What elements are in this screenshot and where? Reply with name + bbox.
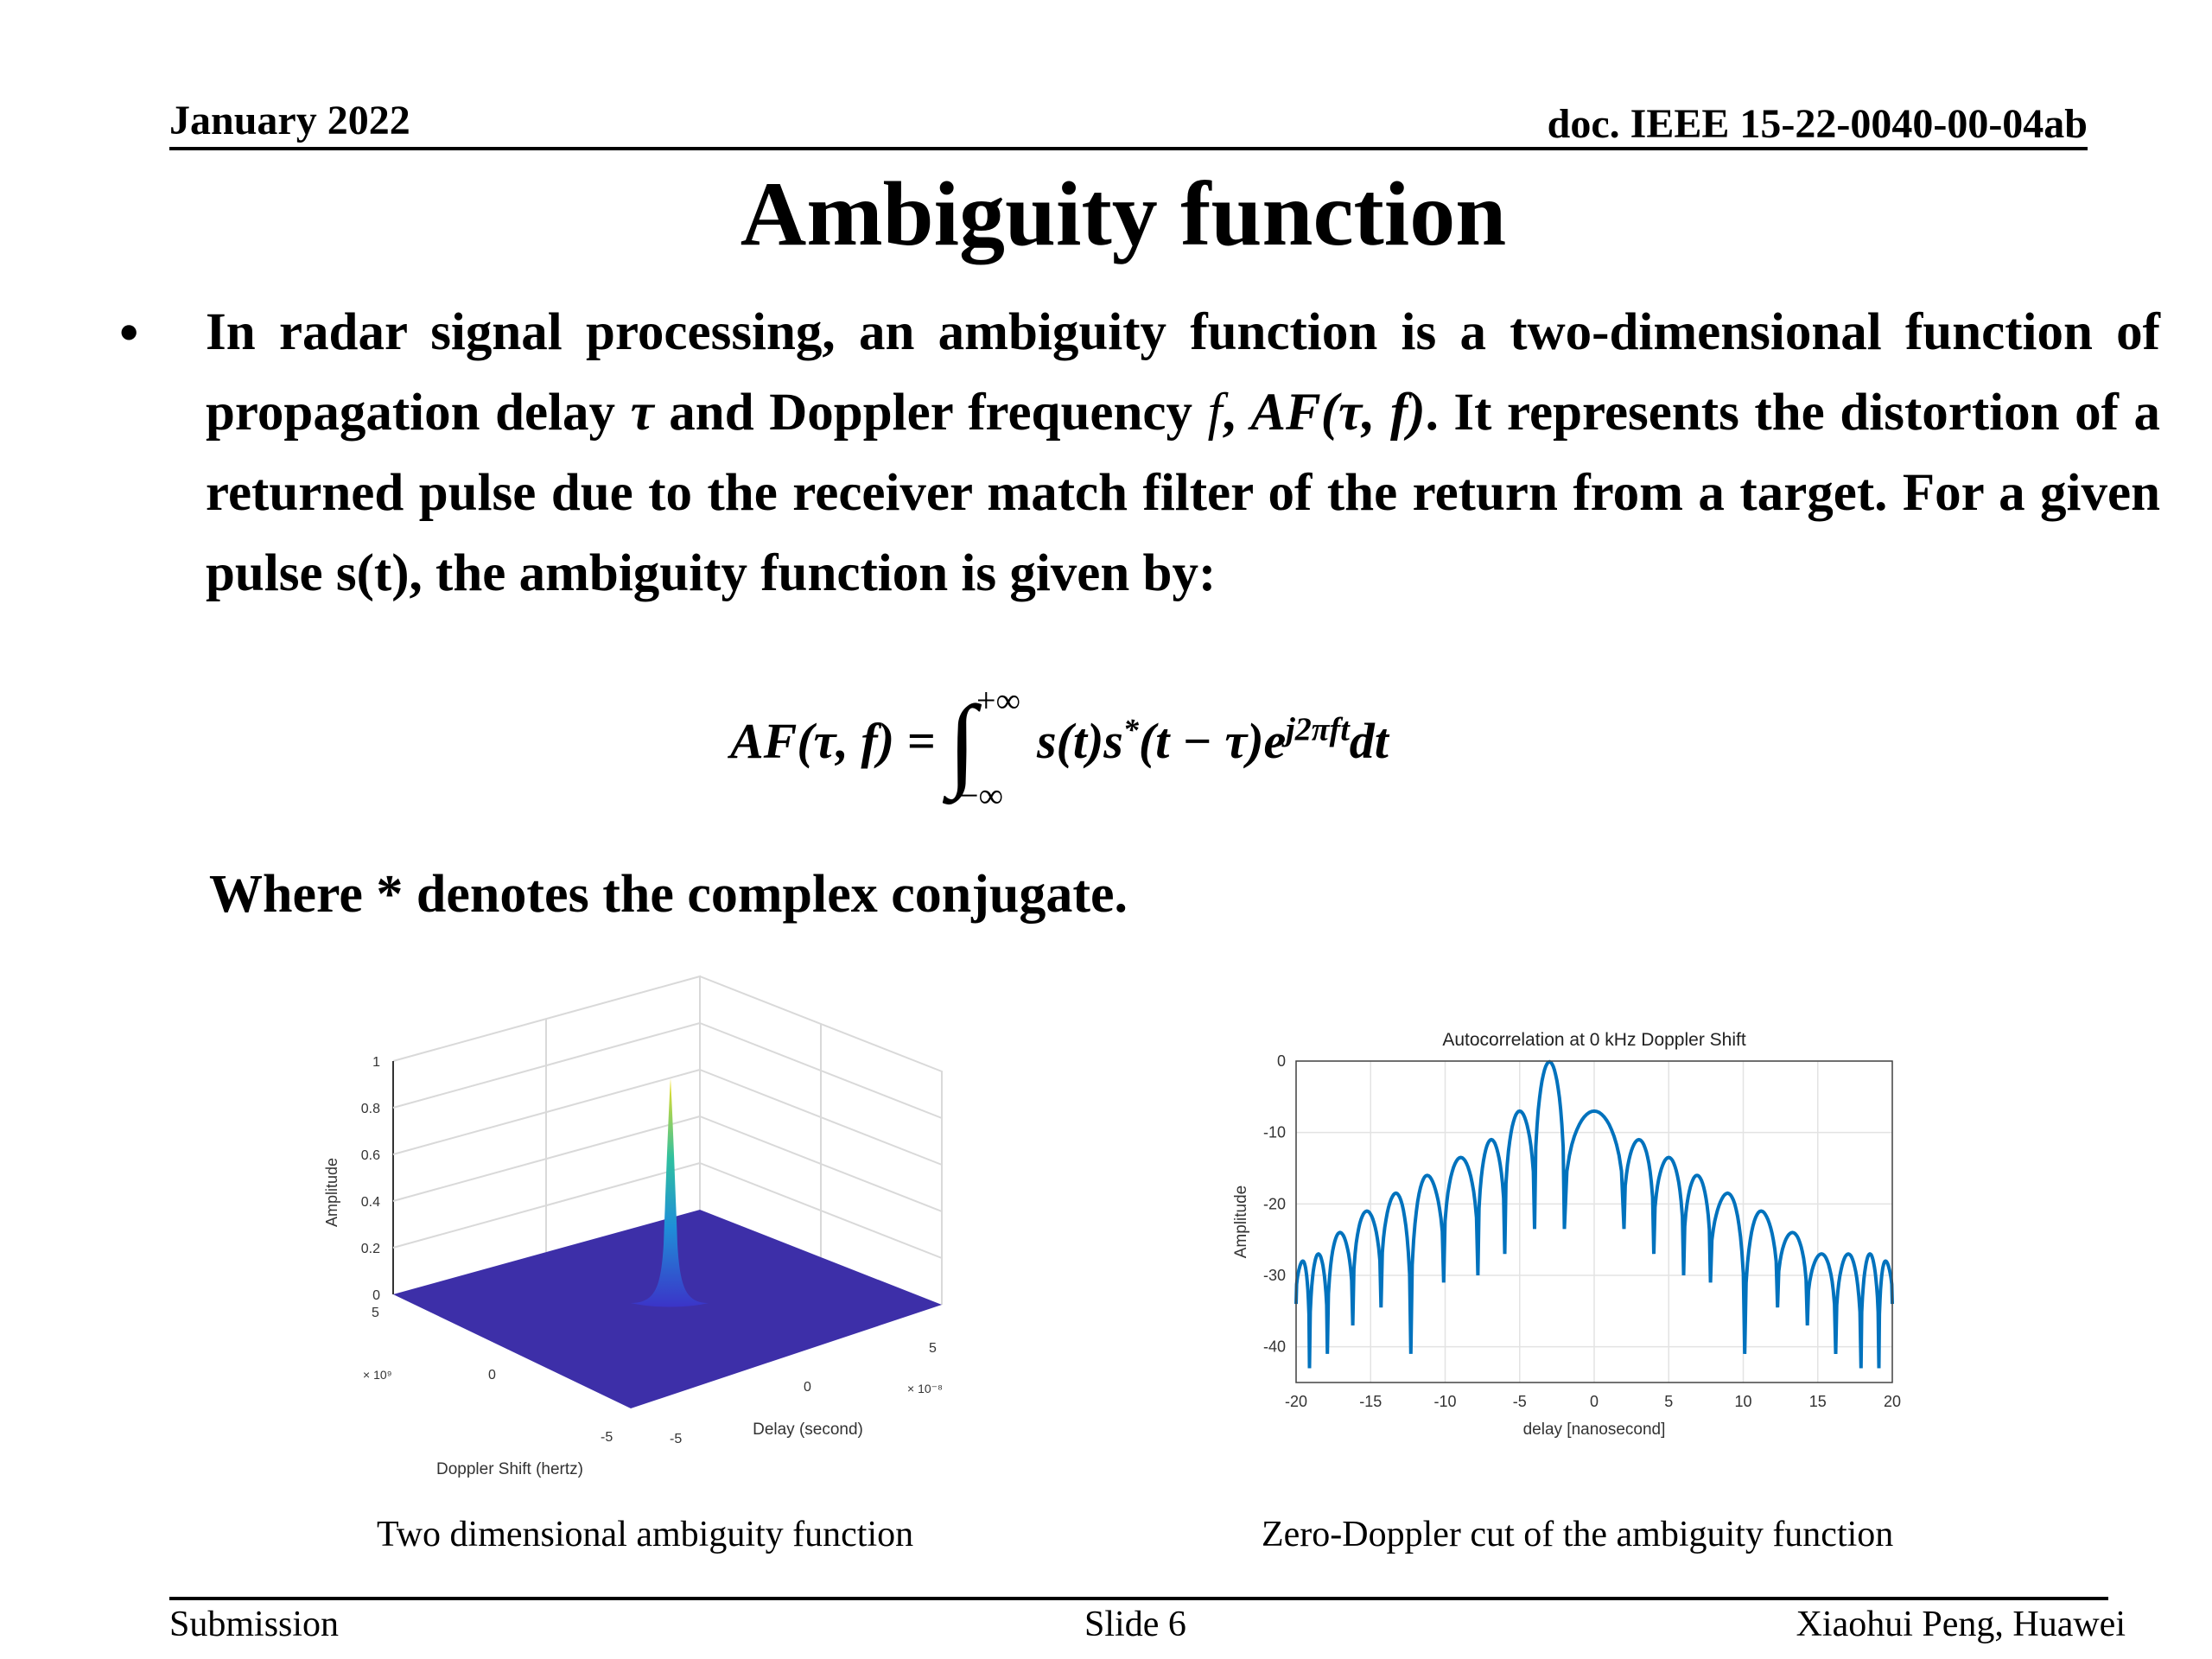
chart-title: Autocorrelation at 0 kHz Doppler Shift: [1442, 1030, 1746, 1050]
para-text-4: . It represents the distortion of a retu…: [206, 384, 2160, 602]
doppler-tick-5: 5: [372, 1306, 379, 1320]
zero-doppler-chart: Autocorrelation at 0 kHz Doppler Shift -…: [1232, 1030, 1901, 1439]
z-axis-label: Amplitude: [323, 1158, 340, 1227]
x-tick-label: -20: [1285, 1393, 1307, 1410]
y-tick-label: 0: [1277, 1052, 1286, 1070]
header-rule: [169, 147, 2088, 150]
y-tick-label: -30: [1263, 1267, 1286, 1284]
z-tick-0.4: 0.4: [361, 1195, 380, 1210]
footer-slide-number: Slide 6: [1084, 1605, 1186, 1644]
doppler-tick-minus5: -5: [601, 1430, 613, 1445]
slide-title: Ambiguity function: [740, 163, 1507, 264]
eq-upper-limit: +∞: [976, 681, 1021, 720]
ambiguity-3d-plot: 1 0.8 0.6 0.4 0.2 0 Amplitude 5 0 -5 × 1…: [323, 975, 943, 1478]
f-symbol: f: [1207, 384, 1223, 442]
ambiguity-equation: AF(τ, f) = ∫ +∞ −∞ s(t)s*(t − τ)ej2πftdt: [730, 681, 1389, 815]
ambiguity-surface-plane: [393, 1210, 942, 1408]
chart-ticks: -20 -15 -10 -5 0 5 10 15 20 0 -10 -20 -30 -40: [1263, 1052, 1901, 1410]
x-tick-label: 10: [1734, 1393, 1751, 1410]
right-figure-caption: Zero-Doppler cut of the ambiguity functi…: [1262, 1515, 1894, 1554]
header-doc-id: doc. IEEE 15-22-0040-00-04ab: [1547, 101, 2088, 147]
delay-axis-ticks: -5 0 5 × 10⁻⁸: [670, 1341, 943, 1446]
z-tick-0.2: 0.2: [361, 1242, 380, 1256]
x-tick-label: -5: [1513, 1393, 1527, 1410]
delay-tick-0: 0: [804, 1380, 811, 1395]
chart-axes-box: [1295, 1060, 1893, 1383]
eq-rhs-3: dt: [1349, 713, 1389, 769]
z-tick-0: 0: [372, 1288, 380, 1303]
x-tick-label: 0: [1590, 1393, 1599, 1410]
doppler-tick-0: 0: [488, 1368, 496, 1382]
chart-y-label: Amplitude: [1232, 1185, 1250, 1259]
bullet-paragraph: In radar signal processing, an ambiguity…: [206, 292, 2160, 613]
delay-exponent: × 10⁻⁸: [907, 1382, 943, 1395]
header-date: January 2022: [169, 98, 410, 143]
x-tick-label: 5: [1664, 1393, 1673, 1410]
y-tick-label: -40: [1263, 1338, 1286, 1356]
delay-tick-minus5: -5: [670, 1432, 682, 1446]
footer-submission: Submission: [169, 1605, 340, 1644]
footer-rule: [169, 1597, 2108, 1600]
x-tick-label: 15: [1809, 1393, 1827, 1410]
z-axis-ticks: 1 0.8 0.6 0.4 0.2 0: [361, 1055, 380, 1303]
eq-rhs-1: s(t)s: [1036, 713, 1123, 769]
x-tick-label: 20: [1884, 1393, 1901, 1410]
z-tick-0.8: 0.8: [361, 1102, 380, 1116]
para-text-2: and Doppler frequency: [653, 384, 1208, 442]
af-expression: AF(τ, f): [1250, 384, 1426, 442]
x-tick-label: -15: [1359, 1393, 1382, 1410]
x-tick-label: -10: [1433, 1393, 1456, 1410]
eq-integral-sign: ∫: [948, 684, 976, 799]
footer-author: Xiaohui Peng, Huawei: [1796, 1605, 2126, 1644]
conjugate-note: Where * denotes the complex conjugate.: [209, 865, 1128, 924]
autocorrelation-curve: [1294, 1059, 1894, 1369]
delay-axis-label: Delay (second): [753, 1421, 863, 1439]
eq-rhs-2: (t − τ)e: [1138, 713, 1287, 769]
z-tick-0.6: 0.6: [361, 1148, 380, 1163]
plot-box: [392, 975, 943, 1305]
y-tick-label: -10: [1263, 1124, 1286, 1141]
tau-symbol: τ: [630, 384, 654, 442]
eq-conjugate-star: *: [1122, 712, 1139, 747]
delay-tick-5: 5: [929, 1341, 937, 1356]
doppler-axis-label: Doppler Shift (hertz): [436, 1460, 583, 1478]
para-text-1: In radar signal processing, an ambiguity…: [206, 303, 2160, 442]
eq-lower-limit: −∞: [958, 776, 1004, 815]
chart-x-label: delay [nanosecond]: [1523, 1421, 1666, 1439]
eq-exponent: j2πft: [1286, 711, 1350, 748]
ambiguity-peak: [631, 1078, 709, 1307]
eq-lhs: AF(τ, f) =: [730, 713, 936, 769]
doppler-axis-ticks: 5 0 -5 × 10⁹: [363, 1306, 613, 1445]
bullet-marker: •: [119, 302, 139, 363]
para-text-3: ,: [1222, 384, 1251, 442]
left-figure-caption: Two dimensional ambiguity function: [377, 1515, 914, 1554]
z-tick-1: 1: [372, 1055, 380, 1070]
y-tick-label: -20: [1263, 1195, 1286, 1212]
doppler-exponent: × 10⁹: [363, 1368, 392, 1382]
